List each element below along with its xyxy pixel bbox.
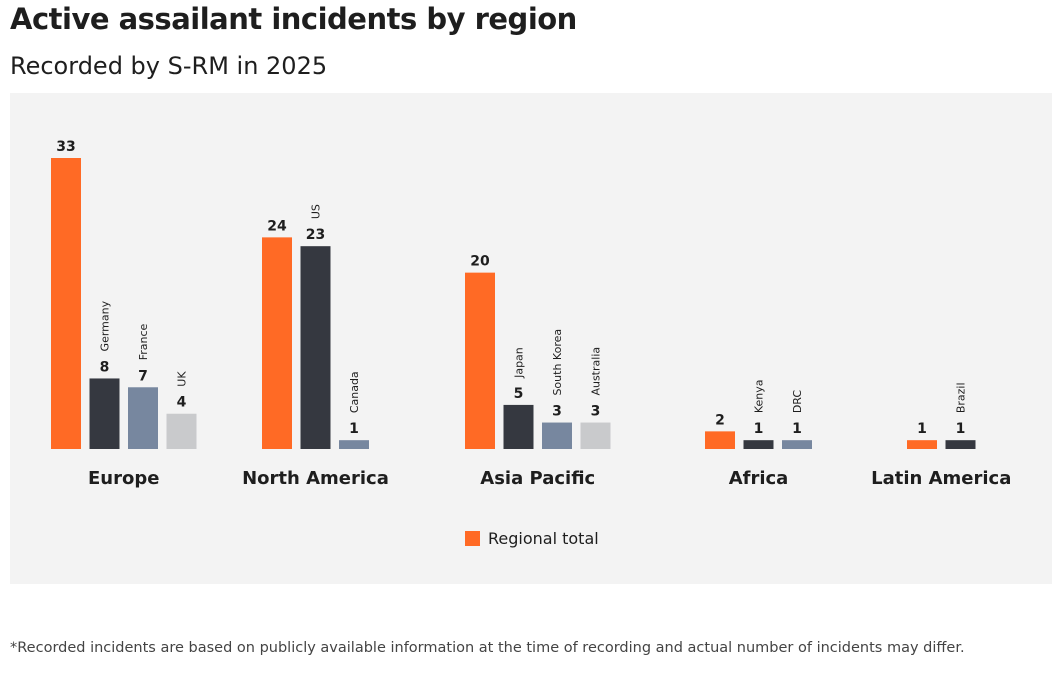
country-label: South Korea bbox=[551, 329, 564, 396]
value-label: 1 bbox=[917, 421, 927, 437]
country-label: Brazil bbox=[955, 382, 968, 413]
chart-subtitle: Recorded by S-RM in 2025 bbox=[10, 52, 328, 80]
value-label: 33 bbox=[56, 139, 75, 155]
country-label: France bbox=[137, 323, 150, 360]
country-label: Germany bbox=[99, 300, 112, 351]
value-label: 1 bbox=[754, 421, 764, 437]
country-label: Kenya bbox=[753, 380, 766, 414]
bar-regional-total bbox=[465, 272, 495, 449]
bar-france bbox=[128, 387, 158, 449]
country-label: Japan bbox=[513, 347, 526, 379]
value-label: 3 bbox=[591, 404, 601, 420]
value-label: 20 bbox=[470, 254, 490, 270]
country-label: UK bbox=[176, 371, 189, 387]
legend-label: Regional total bbox=[488, 529, 599, 548]
value-label: 1 bbox=[956, 421, 966, 437]
bar-germany bbox=[89, 378, 120, 449]
bar-uk bbox=[166, 413, 197, 449]
value-label: 8 bbox=[100, 359, 110, 375]
bar-regional-total bbox=[705, 431, 735, 449]
value-label: 3 bbox=[552, 404, 562, 420]
bar-us bbox=[300, 246, 331, 449]
bar-australia bbox=[580, 422, 611, 449]
bar-brazil bbox=[945, 440, 976, 449]
chart-title: Active assailant incidents by region bbox=[10, 2, 577, 36]
bar-japan bbox=[503, 404, 534, 449]
bar-kenya bbox=[743, 440, 774, 449]
bar-canada bbox=[339, 440, 369, 449]
value-label: 24 bbox=[267, 218, 287, 234]
bar-chart: 338Germany7France4UKEurope2423US1CanadaN… bbox=[51, 139, 1011, 548]
value-label: 2 bbox=[715, 412, 725, 428]
value-label: 23 bbox=[306, 227, 325, 243]
bar-drc bbox=[782, 440, 812, 449]
country-label: Australia bbox=[590, 347, 603, 396]
bar-regional-total bbox=[907, 440, 937, 449]
bar-regional-total bbox=[262, 237, 292, 449]
value-label: 1 bbox=[792, 421, 802, 437]
bar-regional-total bbox=[51, 158, 81, 449]
region-label: North America bbox=[242, 468, 389, 489]
country-label: Canada bbox=[348, 371, 361, 413]
value-label: 5 bbox=[514, 386, 524, 402]
region-label: Europe bbox=[88, 468, 159, 489]
value-label: 1 bbox=[349, 421, 359, 437]
value-label: 4 bbox=[177, 395, 187, 411]
region-label: Africa bbox=[729, 468, 789, 489]
country-label: DRC bbox=[791, 390, 804, 414]
footnote: *Recorded incidents are based on publicl… bbox=[10, 640, 965, 656]
value-label: 7 bbox=[138, 368, 148, 384]
region-label: Asia Pacific bbox=[480, 468, 595, 489]
country-label: US bbox=[310, 204, 323, 219]
bar-south-korea bbox=[542, 422, 572, 449]
region-label: Latin America bbox=[871, 468, 1011, 489]
chart-panel: 33 8 Germany 7 France 4 UK Europe 24 23 US 1 Canada N… bbox=[10, 93, 1052, 584]
legend-swatch bbox=[465, 531, 480, 546]
